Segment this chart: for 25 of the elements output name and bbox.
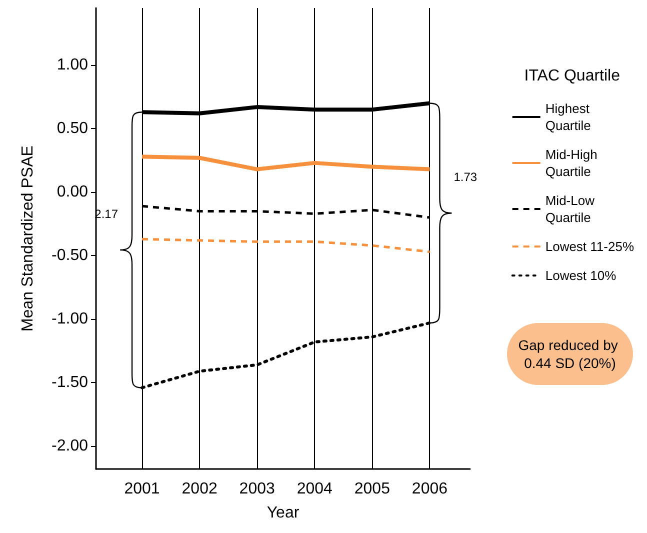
y-tick-label: -0.50: [52, 247, 88, 264]
y-tick-label: 0.00: [56, 184, 88, 201]
legend-label: Mid-High Quartile: [545, 147, 598, 179]
y-axis-title: Mean Standardized PSAE: [20, 146, 36, 332]
y-tick-label: -1.00: [52, 310, 88, 328]
y-tick-label: -1.50: [52, 374, 88, 392]
legend-label: Mid-Low Quartile: [545, 193, 596, 225]
x-tick-label: 2002: [182, 480, 218, 498]
x-tick-label: 2003: [239, 480, 276, 498]
annotation: 1.73: [454, 170, 478, 184]
y-tick-label: 0.50: [56, 120, 88, 138]
legend-title: ITAC Quartile: [524, 68, 620, 84]
x-tick-label: 2005: [354, 480, 390, 498]
y-tick-label: -2.00: [52, 438, 88, 455]
legend-label: Lowest 11-25%: [545, 239, 634, 254]
x-axis-title: Year: [266, 504, 300, 522]
x-tick-label: 2004: [296, 480, 333, 498]
legend-label: Lowest 10%: [545, 268, 617, 283]
line-series: [140, 154, 432, 172]
x-tick-label: 2006: [412, 480, 448, 498]
y-tick-label: 1.00: [56, 56, 88, 74]
line-series: [140, 238, 431, 254]
legend-label: Highest Quartile: [545, 101, 591, 133]
text: Gap reduced by 0.44 SD (20%): [518, 337, 622, 371]
x-tick-label: 2001: [124, 480, 160, 498]
